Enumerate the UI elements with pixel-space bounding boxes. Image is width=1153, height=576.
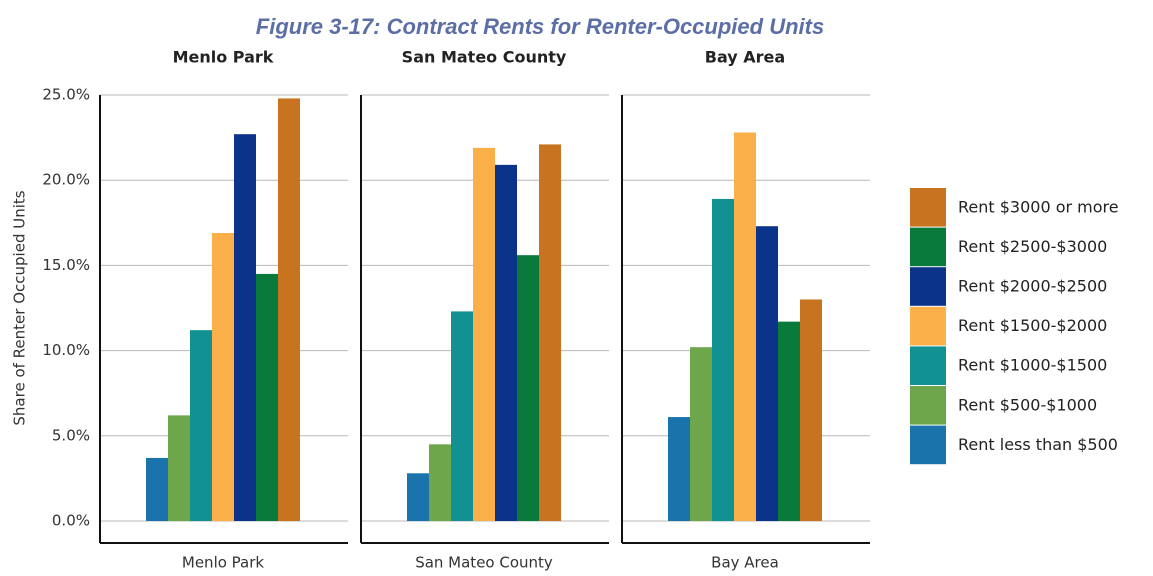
bar <box>451 311 473 521</box>
bar <box>407 473 429 521</box>
x-tick-label: San Mateo County <box>415 554 553 572</box>
legend-label: Rent $500-$1000 <box>958 395 1097 414</box>
legend-swatch <box>910 267 946 306</box>
legend-swatch <box>910 227 946 267</box>
y-tick-label: 25.0% <box>42 86 90 104</box>
y-tick-label: 15.0% <box>42 256 90 274</box>
legend-label: Rent $2500-$3000 <box>958 237 1107 256</box>
bar <box>234 134 256 521</box>
bar <box>495 164 517 521</box>
bar <box>712 198 734 521</box>
bar <box>429 444 451 521</box>
facet-title: Menlo Park <box>173 48 274 67</box>
y-axis-label: Share of Renter Occupied Units <box>11 190 29 425</box>
legend-label: Rent $1000-$1500 <box>958 356 1107 375</box>
x-tick-label: Bay Area <box>711 554 779 572</box>
bar <box>756 226 778 521</box>
facet-title: Bay Area <box>705 48 785 67</box>
bar <box>278 98 300 522</box>
bar <box>778 321 800 521</box>
legend-label: Rent $3000 or more <box>958 197 1119 216</box>
x-tick-label: Menlo Park <box>182 554 265 572</box>
bar <box>668 417 690 521</box>
y-tick-label: 5.0% <box>52 426 90 444</box>
legend-swatch <box>910 346 946 385</box>
y-tick-label: 20.0% <box>42 171 90 189</box>
bar <box>190 330 212 521</box>
y-tick-label: 0.0% <box>52 512 90 530</box>
bar <box>690 347 712 521</box>
legend-swatch <box>910 188 946 227</box>
legend-label: Rent less than $500 <box>958 435 1118 454</box>
chart-title: Figure 3-17: Contract Rents for Renter-O… <box>256 14 824 39</box>
facet-title: San Mateo County <box>402 48 567 67</box>
bar <box>800 299 822 521</box>
legend-swatch <box>910 425 946 465</box>
bar <box>517 255 539 521</box>
bar <box>212 233 234 522</box>
legend-label: Rent $1500-$2000 <box>958 316 1107 335</box>
bar <box>256 273 278 521</box>
bar <box>168 415 190 521</box>
legend-swatch <box>910 386 946 425</box>
bar <box>146 457 168 521</box>
y-tick-label: 10.0% <box>42 341 90 359</box>
legend-label: Rent $2000-$2500 <box>958 277 1107 296</box>
bar <box>734 132 756 521</box>
bar <box>539 144 561 521</box>
bar <box>473 147 495 521</box>
legend-swatch <box>910 306 946 346</box>
